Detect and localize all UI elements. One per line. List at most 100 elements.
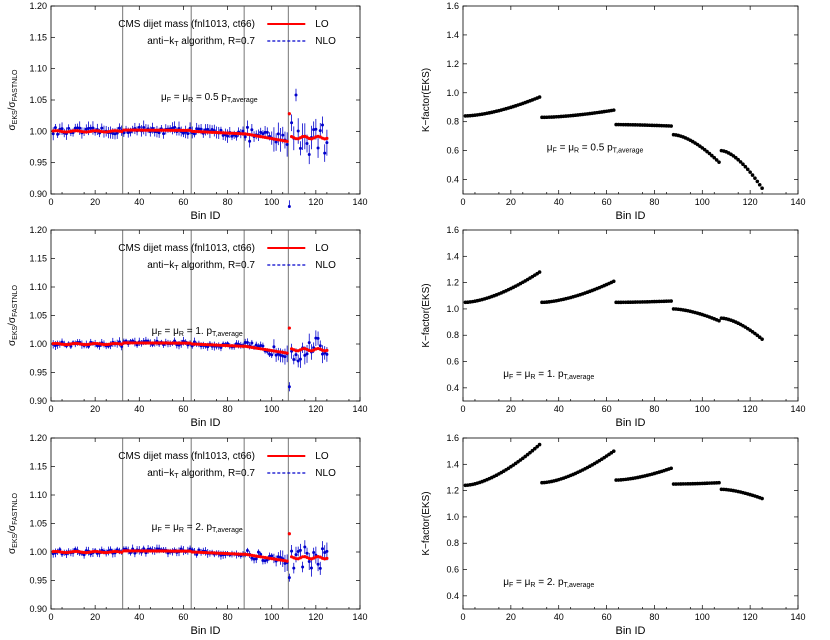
lo-point [175, 128, 179, 132]
nlo-point [294, 93, 298, 97]
kfactor-point [760, 337, 764, 341]
kfactor-point [705, 149, 709, 154]
y-tick-label: 0.6 [446, 146, 459, 156]
y-tick-label: 1.05 [29, 311, 47, 321]
y-tick-label: 0.95 [29, 158, 47, 168]
nlo-point [256, 550, 260, 554]
plot-frame [462, 437, 799, 610]
lo-point [161, 549, 166, 553]
lo-point [164, 128, 168, 132]
lo-point [168, 128, 172, 132]
nlo-point [162, 132, 166, 136]
nlo-point [325, 549, 329, 553]
nlo-point [301, 565, 305, 569]
nlo-point [272, 345, 276, 349]
x-tick-label: 120 [743, 612, 758, 622]
nlo-point [303, 353, 307, 357]
nlo-point [307, 559, 311, 563]
x-tick-label: 120 [743, 197, 758, 207]
nlo-point [197, 127, 201, 131]
lo-point [131, 128, 135, 132]
plot-frame [462, 229, 799, 402]
x-tick-label: 0 [48, 197, 53, 207]
x-tick-label: 100 [695, 197, 710, 207]
lo-point [184, 549, 188, 553]
nlo-point [287, 576, 291, 580]
nlo-point [318, 129, 322, 133]
lo-point [181, 128, 186, 132]
chart-panel-1: 0 20 40 60 80 100 120 140 0.90 0.95 1.00 1.05 1.10 1.… [7, 1, 368, 222]
kfactor-point [535, 444, 539, 449]
scale-label: μF = μR = 2. pT,average [152, 522, 243, 534]
lo-point [184, 128, 188, 132]
x-tick-label: 140 [352, 197, 367, 207]
nlo-point [234, 134, 238, 138]
legend-lo-label: LO [315, 243, 329, 254]
lo-point [287, 326, 291, 330]
lo-point [181, 549, 186, 553]
info-text: CMS dijet mass (fnl1013, ct66) [118, 243, 255, 254]
legend-nlo-label: NLO [315, 468, 336, 479]
nlo-point [261, 132, 265, 136]
x-tick-label: 0 [48, 612, 53, 622]
y-tick-label: 0.95 [29, 368, 47, 378]
y-tick-label: 1.15 [29, 462, 47, 472]
y-tick-label: 1.00 [29, 547, 47, 557]
kfactor-point [757, 182, 762, 187]
nlo-point [292, 566, 296, 570]
y-tick-label: 1.6 [446, 433, 459, 443]
nlo-point [245, 125, 249, 129]
nlo-point [243, 341, 247, 345]
nlo-point [219, 346, 223, 350]
y-axis-label: K−factor(EKS) [421, 68, 432, 132]
nlo-point [195, 127, 199, 131]
y-axis-label: σEKS/σFASTNLO [7, 284, 19, 346]
x-tick-label: 40 [134, 404, 144, 414]
y-tick-label: 1.00 [29, 126, 47, 136]
nlo-point [51, 132, 55, 136]
nlo-point [53, 126, 57, 130]
y-tick-label: 1.10 [29, 64, 47, 74]
nlo-point [133, 551, 137, 555]
y-axis-label: σEKS/σFASTNLO [7, 492, 19, 554]
x-tick-label: 120 [743, 404, 758, 414]
y-tick-label: 0.95 [29, 576, 47, 586]
lo-point [177, 128, 181, 132]
lo-point [285, 559, 289, 563]
lo-point [157, 341, 161, 345]
x-axis-label: Bin ID [616, 210, 646, 222]
kfactor-point [530, 448, 535, 453]
nlo-point [296, 359, 300, 363]
x-tick-label: 60 [602, 404, 612, 414]
x-tick-label: 140 [352, 612, 367, 622]
nlo-point [292, 358, 296, 362]
lo-point [325, 556, 329, 560]
y-tick-label: 1.2 [446, 486, 459, 496]
nlo-point [305, 142, 309, 146]
kfactor-point [712, 155, 717, 160]
kfactor-point [537, 270, 542, 274]
nlo-point [78, 126, 82, 130]
lo-point [128, 341, 133, 345]
x-tick-label: 20 [506, 612, 516, 622]
lo-point [142, 341, 146, 345]
legend-lo-label: LO [315, 451, 329, 462]
lo-point [175, 549, 179, 553]
lo-point [184, 341, 188, 345]
nlo-point [314, 127, 318, 131]
y-tick-label: 1.10 [29, 490, 47, 500]
y-tick-label: 0.4 [446, 383, 459, 393]
kfactor-point [748, 170, 752, 174]
y-tick-label: 1.0 [446, 512, 459, 522]
x-tick-label: 60 [178, 404, 188, 414]
nlo-point [252, 557, 256, 561]
lo-point [135, 341, 139, 345]
info-text: CMS dijet mass (fnl1013, ct66) [118, 451, 255, 462]
kfactor-point [757, 335, 762, 340]
lo-point [161, 341, 166, 345]
lo-point [137, 128, 141, 132]
nlo-point [142, 547, 146, 551]
y-tick-label: 0.8 [446, 117, 459, 127]
lo-point [122, 549, 126, 553]
nlo-point [89, 126, 93, 130]
